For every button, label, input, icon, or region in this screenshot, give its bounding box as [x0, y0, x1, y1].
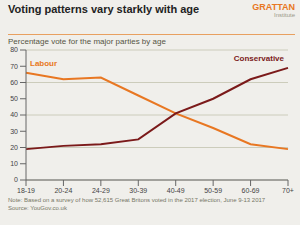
- svg-text:24-29: 24-29: [92, 187, 110, 194]
- svg-text:0: 0: [14, 176, 18, 183]
- html-text:Voting patterns vary starkly w: Voting patterns vary starkly with age: [8, 3, 200, 15]
- svg-text:60-69: 60-69: [242, 187, 260, 194]
- html-text:Note: Based on a survey of how: Note: Based on a survey of how 52,615 Gr…: [8, 197, 266, 203]
- html-text:Percentage vote for the major: Percentage vote for the major parties by…: [8, 37, 166, 46]
- svg-text:10: 10: [10, 160, 18, 167]
- svg-text:40: 40: [10, 111, 18, 118]
- svg-text:30-39: 30-39: [129, 187, 147, 194]
- svg-text:70+: 70+: [282, 187, 292, 194]
- svg-text:18-19: 18-19: [17, 187, 35, 194]
- svg-text:60: 60: [10, 79, 18, 86]
- svg-text:20: 20: [10, 144, 18, 151]
- svg-text:30: 30: [10, 128, 18, 135]
- html-text:Source: YouGov.co.uk: Source: YouGov.co.uk: [8, 205, 67, 211]
- svg-text:Conservative: Conservative: [234, 54, 285, 63]
- svg-text:80: 80: [10, 46, 18, 53]
- svg-text:70: 70: [10, 63, 18, 70]
- svg-text:50-59: 50-59: [204, 187, 222, 194]
- html-text:GRATTAN: GRATTAN: [252, 2, 295, 12]
- html-text:Institute: Institute: [274, 12, 295, 18]
- svg-text:40-49: 40-49: [167, 187, 185, 194]
- svg-text:Labour: Labour: [30, 59, 57, 68]
- svg-text:50: 50: [10, 95, 18, 102]
- svg-text:20-24: 20-24: [54, 187, 72, 194]
